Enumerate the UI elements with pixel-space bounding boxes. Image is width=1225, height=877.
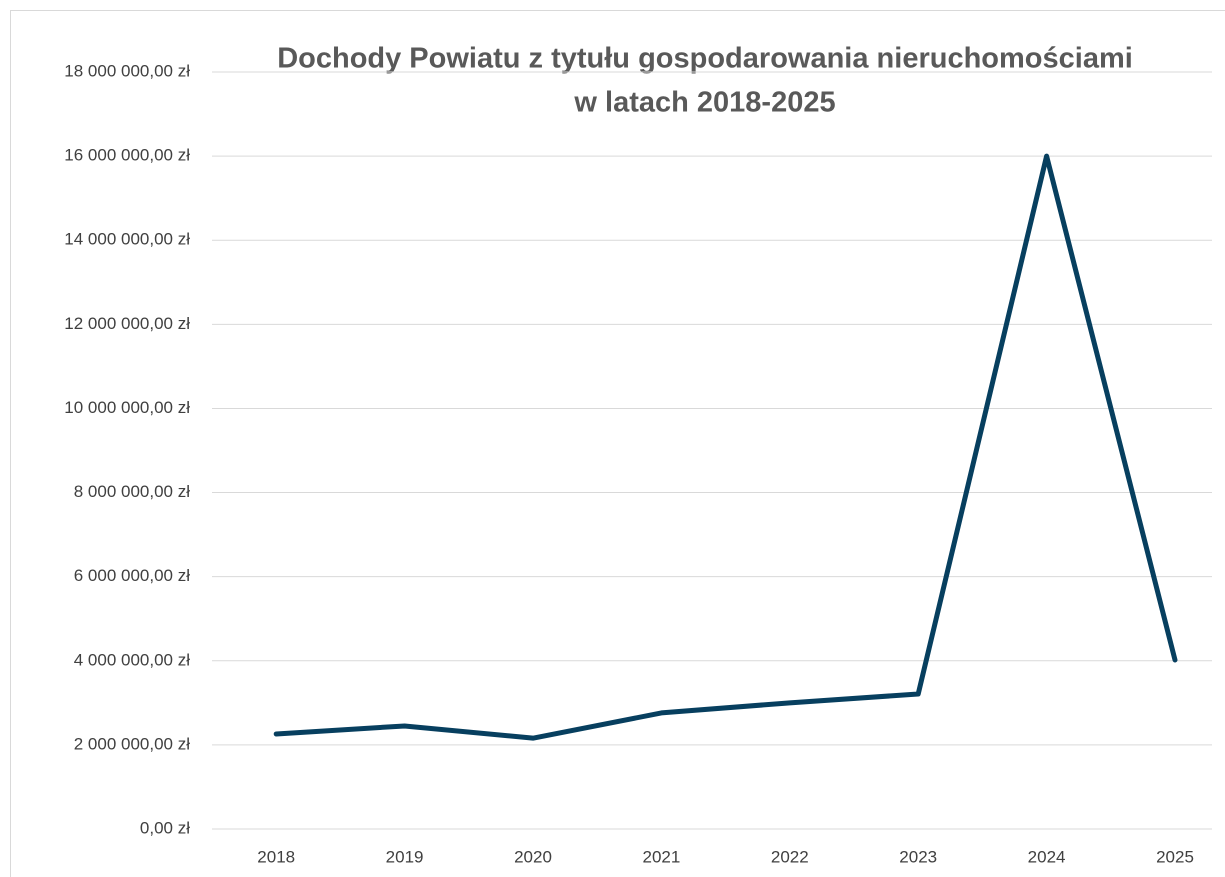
y-tick-label: 16 000 000,00 zł — [64, 146, 190, 165]
chart-title: Dochody Powiatu z tytułu gospodarowania … — [277, 43, 1133, 75]
y-tick-label: 8 000 000,00 zł — [74, 482, 190, 501]
x-tick-label: 2024 — [1028, 847, 1066, 866]
y-tick-label: 6 000 000,00 zł — [74, 566, 190, 585]
y-tick-label: 0,00 zł — [140, 818, 190, 837]
y-tick-label: 4 000 000,00 zł — [74, 650, 190, 669]
y-tick-label: 10 000 000,00 zł — [64, 398, 190, 417]
x-tick-label: 2021 — [642, 847, 680, 866]
chart-frame — [10, 10, 1225, 877]
x-tick-label: 2025 — [1156, 847, 1194, 866]
x-tick-label: 2020 — [514, 847, 552, 866]
data-line — [273, 153, 1178, 741]
x-tick-label: 2022 — [771, 847, 809, 866]
x-tick-label: 2023 — [899, 847, 937, 866]
x-tick-label: 2019 — [386, 847, 424, 866]
x-tick-label: 2018 — [257, 847, 295, 866]
y-tick-label: 18 000 000,00 zł — [64, 61, 190, 80]
y-tick-label: 14 000 000,00 zł — [64, 230, 190, 249]
chart-title: w latach 2018-2025 — [573, 87, 835, 119]
y-tick-label: 2 000 000,00 zł — [74, 734, 190, 753]
y-tick-label: 12 000 000,00 zł — [64, 314, 190, 333]
